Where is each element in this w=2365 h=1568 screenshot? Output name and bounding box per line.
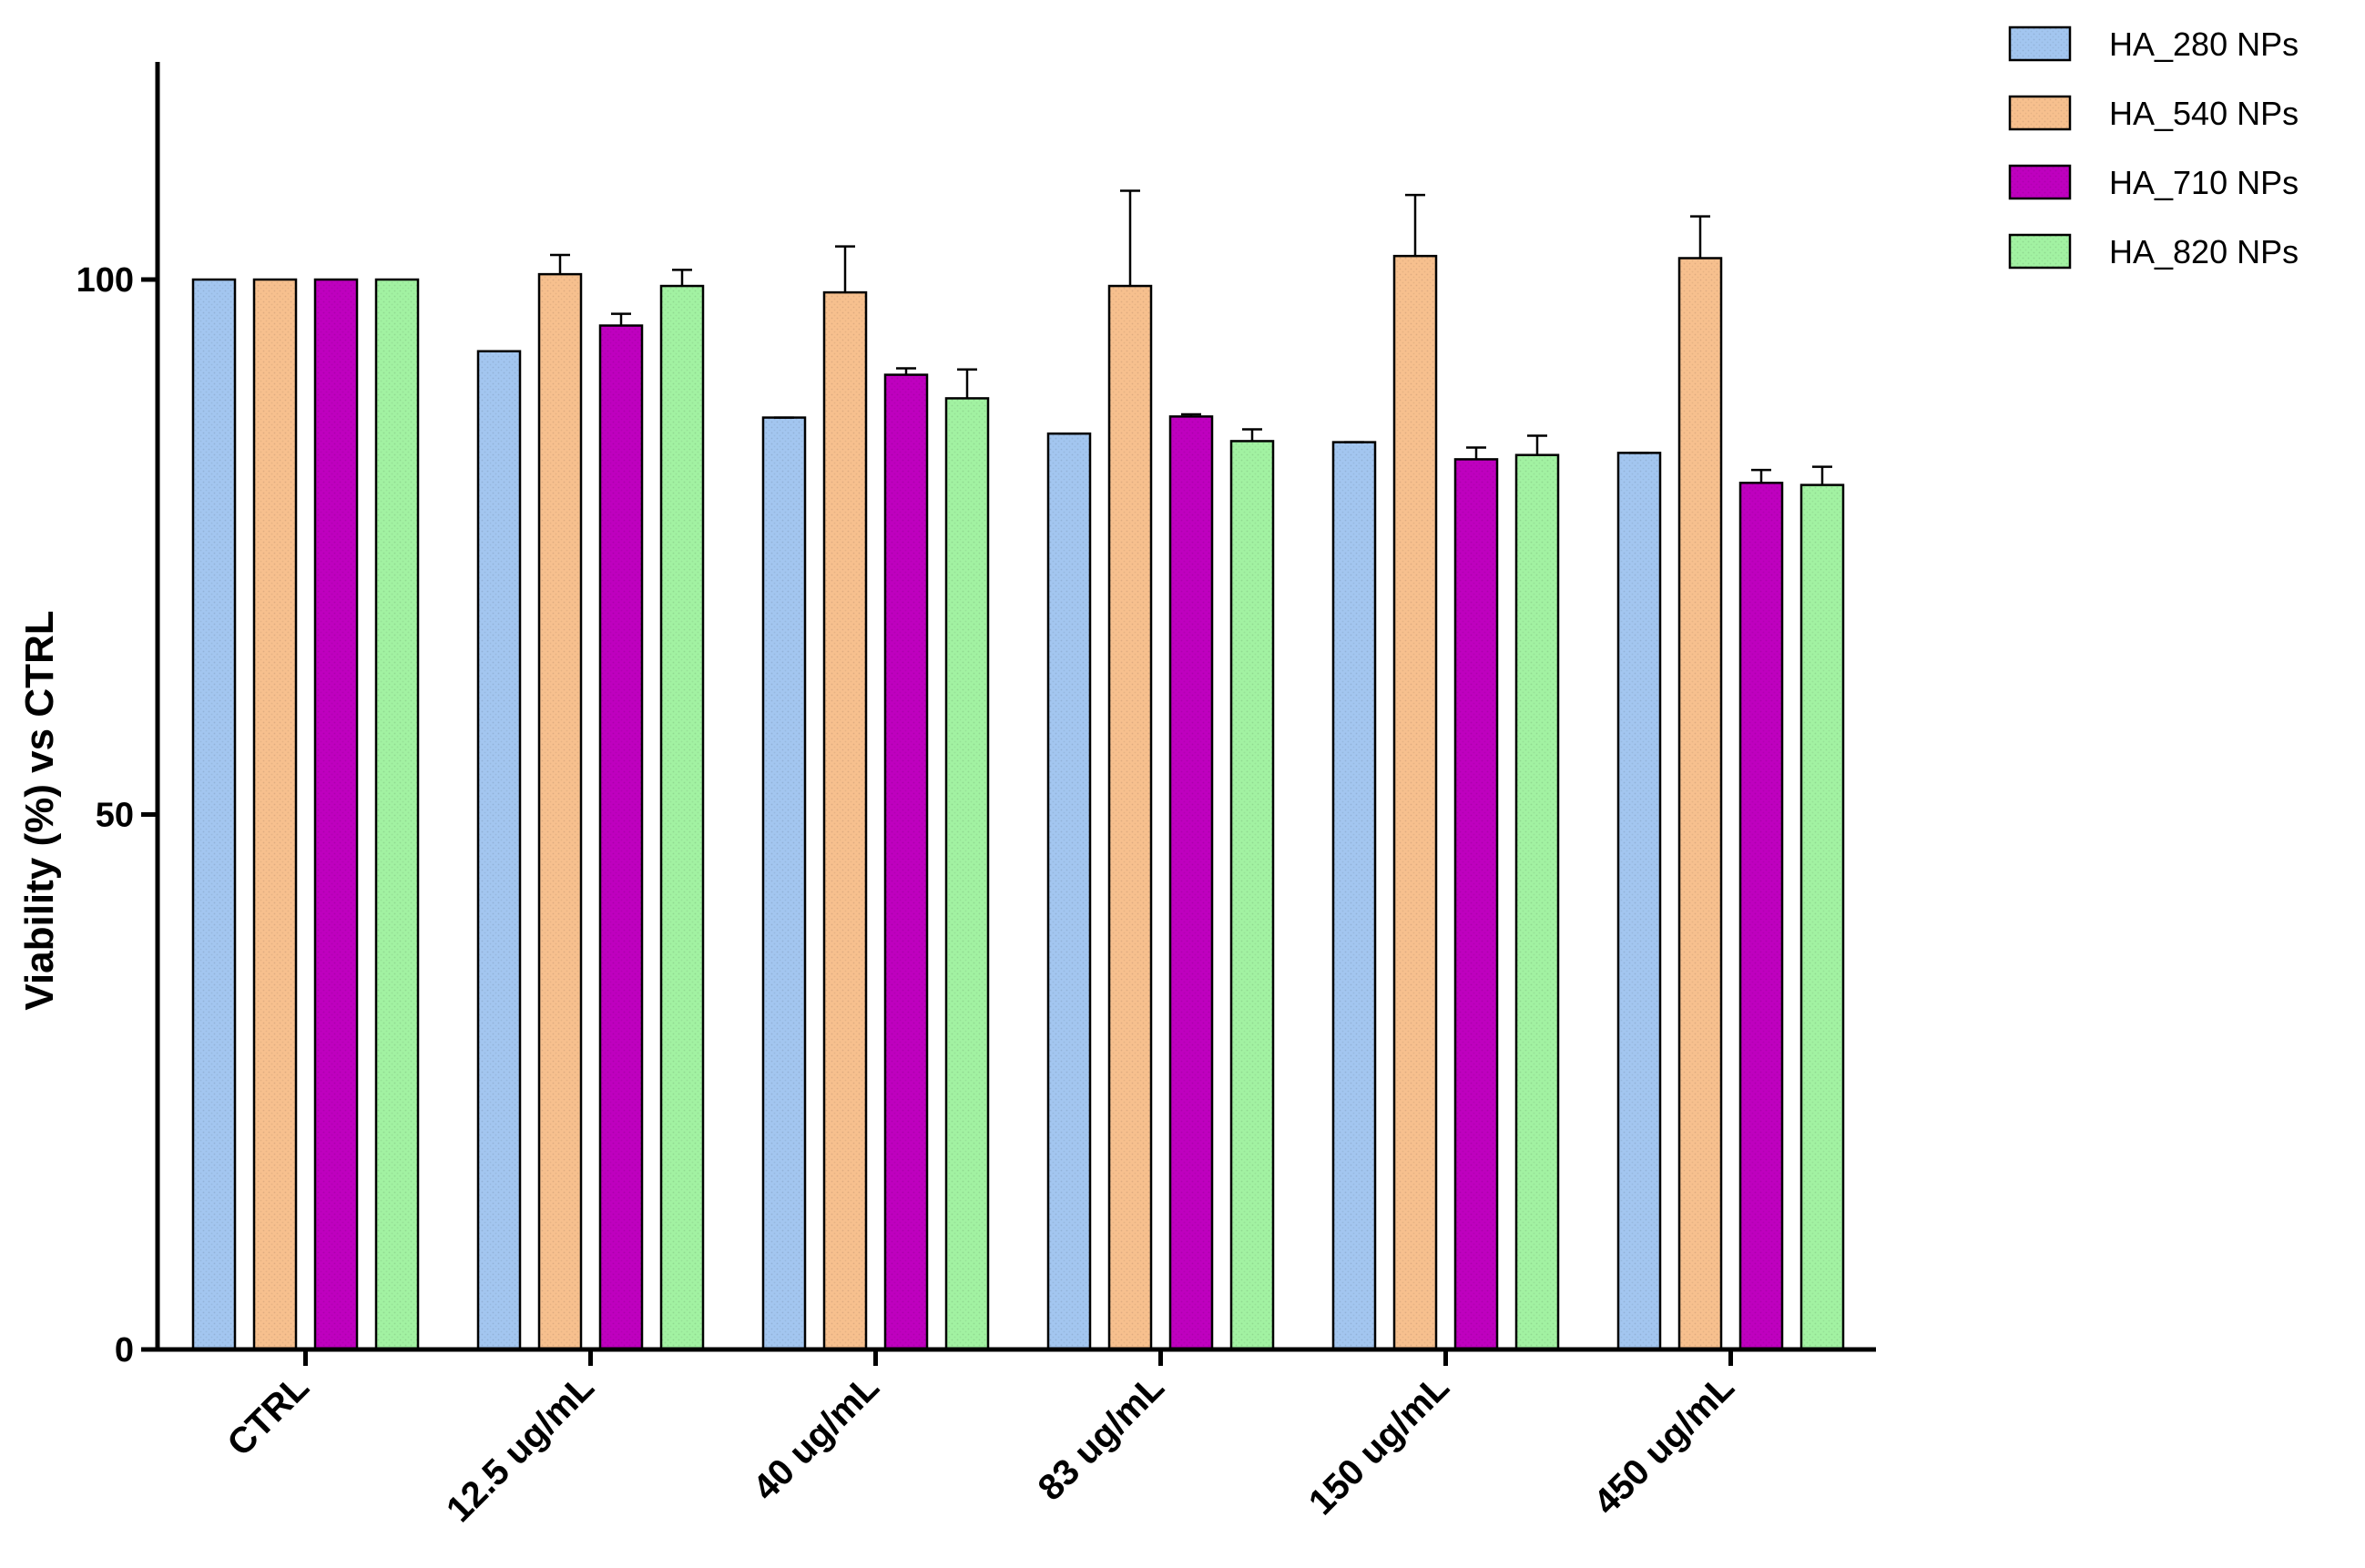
bar <box>374 278 420 1351</box>
error-bar <box>1405 193 1425 257</box>
legend-label: HA_820 NPs <box>2109 233 2299 270</box>
bar <box>944 397 990 1351</box>
x-tick-label: 83 ug/mL <box>1031 1367 1172 1508</box>
bar <box>476 350 522 1351</box>
bar <box>1799 484 1845 1351</box>
bar <box>1107 284 1153 1351</box>
bar <box>537 272 583 1351</box>
error-bar <box>611 312 631 326</box>
y-tick-label: 50 <box>96 797 134 835</box>
y-ticks: 0 50 100 <box>76 261 158 1369</box>
x-tick-label: 40 ug/mL <box>746 1367 887 1508</box>
bar <box>1738 482 1784 1351</box>
x-tick-label: 450 ug/mL <box>1586 1367 1742 1522</box>
error-bar <box>835 245 855 293</box>
error-bar <box>1690 215 1710 259</box>
legend-label: HA_710 NPs <box>2109 164 2299 201</box>
error-bar <box>1751 468 1771 484</box>
bar <box>1392 254 1438 1351</box>
y-tick-label: 100 <box>76 261 134 300</box>
legend-item: HA_820 NPs <box>2008 233 2299 270</box>
error-bar <box>1120 189 1140 287</box>
bar <box>1229 440 1275 1351</box>
bar <box>598 324 644 1351</box>
error-bar <box>896 367 916 375</box>
x-ticks: CTRL 12.5 ug/mL 40 ug/mL 83 ug/mL 150 ug/mL 4… <box>219 1349 1742 1530</box>
error-bar <box>672 269 692 287</box>
y-tick-label: 0 <box>115 1331 134 1369</box>
bar <box>1046 432 1092 1351</box>
bar <box>659 284 705 1351</box>
bar <box>252 278 298 1351</box>
x-tick-label: CTRL <box>219 1367 317 1464</box>
error-bars-layer <box>489 189 1832 485</box>
bar <box>883 373 929 1351</box>
error-bar <box>1527 434 1547 455</box>
error-bar <box>957 368 977 399</box>
error-bar <box>1242 428 1262 442</box>
legend-item: HA_710 NPs <box>2008 164 2299 201</box>
x-tick-label: 150 ug/mL <box>1301 1367 1457 1522</box>
legend-label: HA_280 NPs <box>2109 25 2299 63</box>
bar <box>1616 452 1662 1351</box>
legend-item: HA_280 NPs <box>2008 25 2299 63</box>
bar <box>761 416 807 1351</box>
bars-layer <box>191 254 1845 1351</box>
y-axis-title: Viability (%) vs CTRL <box>17 610 62 1010</box>
legend-label: HA_540 NPs <box>2109 95 2299 132</box>
bar <box>1677 257 1723 1351</box>
bar <box>1331 441 1377 1351</box>
bar <box>1514 453 1560 1351</box>
error-bar <box>1466 446 1486 460</box>
error-bar <box>1181 412 1201 417</box>
legend-item: HA_540 NPs <box>2008 95 2299 132</box>
legend: HA_280 NPs HA_540 NPs HA_710 NPs HA_820 NPs <box>2008 25 2299 270</box>
bar <box>1168 415 1214 1351</box>
x-tick-label: 12.5 ug/mL <box>439 1367 602 1530</box>
bar <box>313 278 359 1351</box>
error-bar <box>550 253 570 275</box>
error-bar <box>1812 465 1832 485</box>
bar <box>822 290 868 1351</box>
bar <box>191 278 237 1351</box>
bar <box>1453 458 1499 1351</box>
